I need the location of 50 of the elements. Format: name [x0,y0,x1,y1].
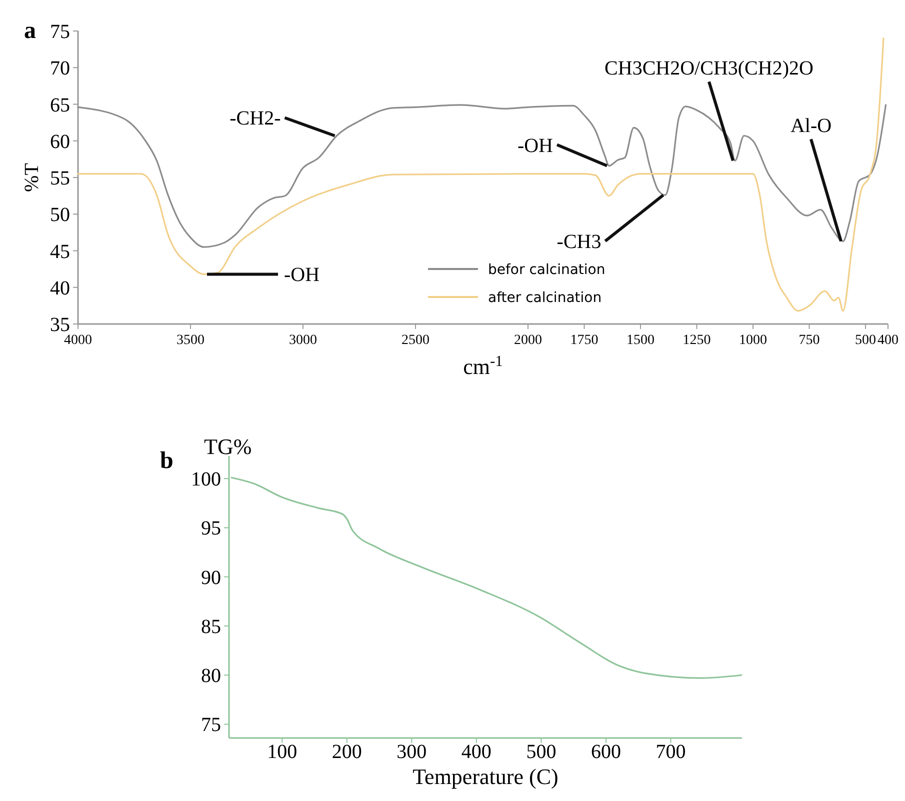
line-series [77,38,884,312]
annotation: -CH2- [230,108,281,130]
annotation: -OH [517,134,553,157]
y-axis-title: %T [21,163,43,192]
line-series [77,104,887,248]
x-tick-label: 2500 [402,333,430,348]
legend-label: after calcination [488,290,602,306]
x-tick-label: 4000 [64,333,92,348]
x-tick-label: 100 [267,741,298,763]
y-tick-label: 80 [201,665,221,688]
x-tick-label: 400 [878,333,898,348]
x-axis-title: cm$^{-1}$ [463,352,503,379]
x-tick-label: 700 [656,741,686,763]
y-tick-label: 75 [50,21,70,43]
y-tick-label: 95 [201,518,221,540]
legend-label: befor calcination [488,262,606,278]
y-axis-title: TG% [204,434,252,459]
y-tick-label: 50 [50,204,70,226]
y-tick-label: 75 [201,714,221,736]
y-tick-label: 85 [201,616,221,638]
x-axis-title: Temperature (C) [412,764,558,789]
y-tick-label: 70 [50,58,70,80]
y-tick-label: 90 [201,566,221,589]
y-tick-label: 45 [50,240,70,263]
x-tick-label: 3500 [176,333,204,348]
annotation: Al-O [790,115,832,138]
x-tick-label: 400 [461,741,492,763]
x-tick-label: 1250 [682,333,711,348]
y-tick-label: 40 [50,277,70,300]
x-tick-label: 3000 [289,333,317,348]
x-tick-label: 500 [526,741,556,763]
y-tick-label: 35 [50,314,70,336]
x-tick-label: 500 [855,333,876,348]
chart-title: a [24,18,36,44]
annotation: -OH [284,264,320,286]
x-tick-label: 1500 [626,333,654,348]
x-tick-label: 2000 [514,333,542,348]
x-tick-label: 300 [396,741,427,763]
y-tick-label: 65 [50,94,70,116]
x-tick-label: 1750 [570,333,598,348]
y-tick-label: 60 [50,130,70,153]
x-tick-label: 600 [590,741,621,763]
y-tick-label: 100 [191,468,221,491]
chart-title: b [160,448,174,474]
x-tick-label: 200 [332,741,362,763]
annotation: CH3CH2O/CH3(CH2)2O [604,58,814,80]
x-tick-label: 1000 [739,333,767,348]
x-tick-label: 750 [798,333,820,348]
annotation: -CH3 [556,231,602,254]
y-tick-label: 55 [50,168,70,190]
